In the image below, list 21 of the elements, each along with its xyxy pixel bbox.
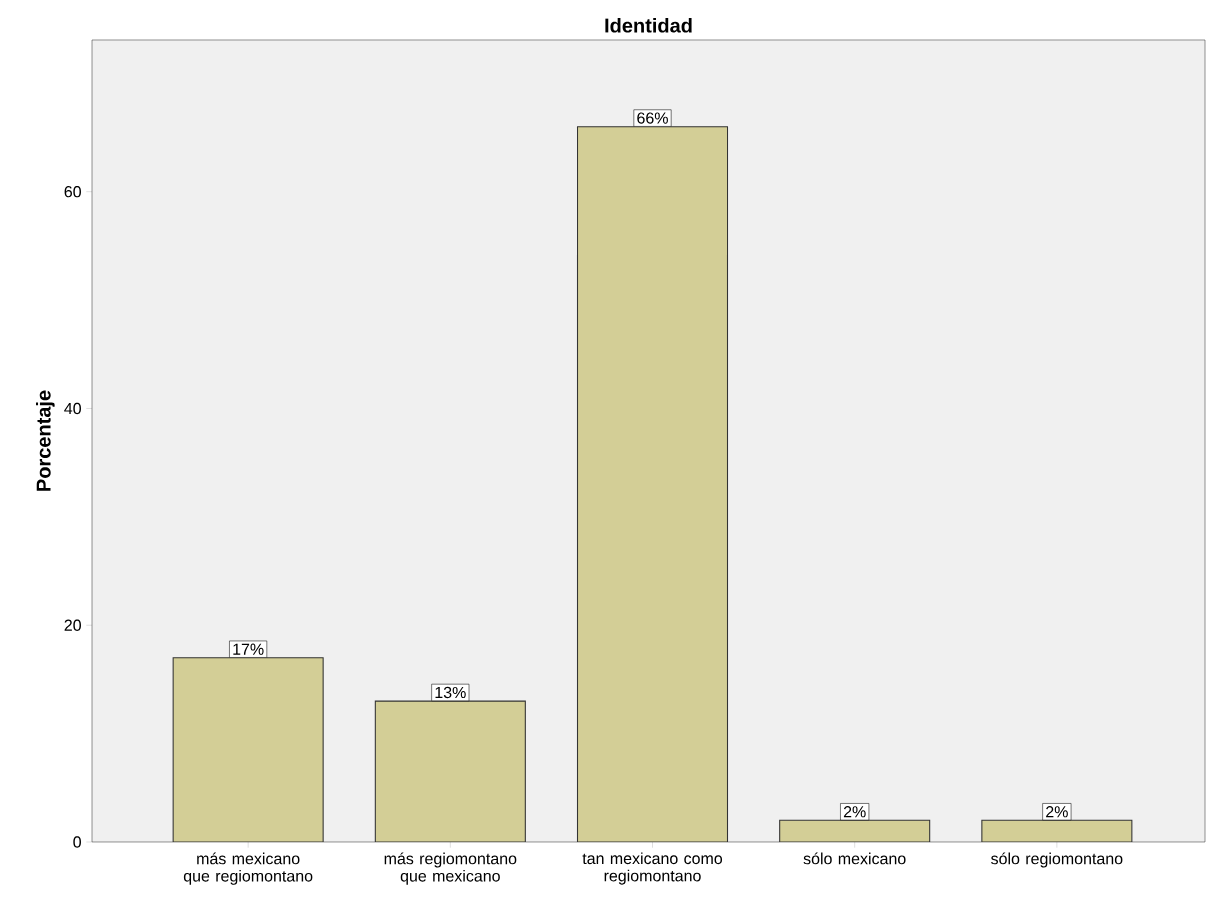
data-label: 17%	[233, 643, 264, 655]
y-tick-label: 20	[64, 619, 81, 631]
y-tick-label: 0	[73, 836, 81, 848]
x-tick-label: más regiomontano que mexicano	[384, 852, 517, 885]
y-tick-label: 40	[64, 402, 81, 415]
x-tick-label: sólo regiomontano	[991, 852, 1123, 868]
x-tick-label: sólo mexicano	[803, 852, 906, 865]
x-tick-label: más mexicano que regiomontano	[183, 852, 313, 885]
bar	[374, 700, 526, 842]
data-label: 13%	[435, 686, 466, 699]
bar	[172, 657, 324, 842]
data-label: 2%	[843, 806, 866, 818]
y-tick-label: 60	[64, 186, 81, 198]
data-label: 2%	[1046, 806, 1068, 818]
y-axis-title: Porcentaje	[36, 390, 55, 491]
bar	[779, 820, 930, 842]
bar	[981, 819, 1133, 842]
chart-title: Identidad	[605, 17, 692, 33]
bar	[576, 126, 729, 842]
x-tick-label: tan mexicano como regiomontano	[582, 852, 723, 885]
data-label: 66%	[637, 112, 668, 124]
